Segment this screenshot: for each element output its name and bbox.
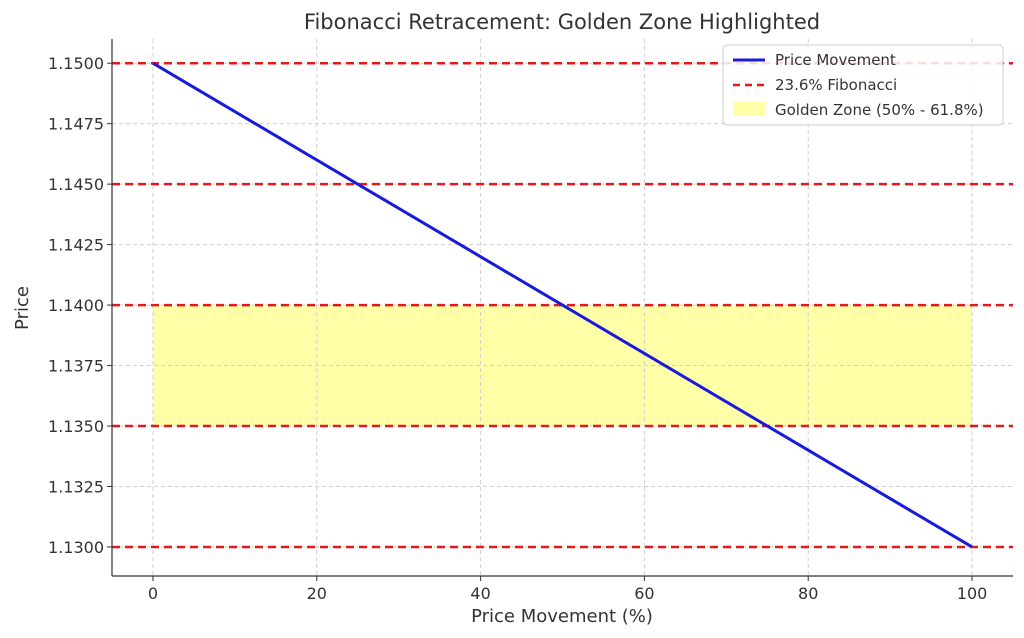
y-axis-label: Price bbox=[12, 286, 33, 330]
y-tick-label: 1.1375 bbox=[48, 357, 104, 376]
y-tick-label: 1.1325 bbox=[48, 478, 104, 497]
y-axis-ticks: 1.1300 1.1325 1.1350 1.1375 1.1400 1.1425 1.14… bbox=[48, 54, 112, 557]
legend-label-golden-zone: Golden Zone (50% - 61.8%) bbox=[775, 101, 984, 119]
legend-label-fibonacci: 23.6% Fibonacci bbox=[775, 76, 897, 94]
y-tick-label: 1.1400 bbox=[48, 296, 104, 315]
legend-label-price-movement: Price Movement bbox=[775, 51, 896, 69]
y-tick-label: 1.1475 bbox=[48, 115, 104, 134]
x-tick-label: 40 bbox=[470, 584, 490, 603]
y-tick-label: 1.1300 bbox=[48, 538, 104, 557]
fibonacci-lines bbox=[112, 61, 1013, 549]
x-tick-label: 0 bbox=[148, 584, 158, 603]
x-axis-ticks: 0 20 40 60 80 100 bbox=[148, 576, 987, 603]
x-tick-label: 20 bbox=[307, 584, 327, 603]
x-tick-label: 60 bbox=[634, 584, 654, 603]
legend: Price Movement 23.6% Fibonacci Golden Zo… bbox=[722, 44, 1004, 126]
y-tick-label: 1.1425 bbox=[48, 236, 104, 255]
x-axis-label: Price Movement (%) bbox=[471, 606, 653, 627]
chart-title: Fibonacci Retracement: Golden Zone Highl… bbox=[304, 10, 820, 34]
y-tick-label: 1.1450 bbox=[48, 175, 104, 194]
x-tick-label: 80 bbox=[798, 584, 818, 603]
series-line-price-movement bbox=[152, 61, 973, 549]
x-tick-label: 100 bbox=[957, 584, 988, 603]
legend-box bbox=[722, 44, 1004, 126]
y-tick-label: 1.1500 bbox=[48, 54, 104, 73]
legend-swatch-golden-zone bbox=[733, 102, 765, 116]
y-tick-label: 1.1350 bbox=[48, 417, 104, 436]
